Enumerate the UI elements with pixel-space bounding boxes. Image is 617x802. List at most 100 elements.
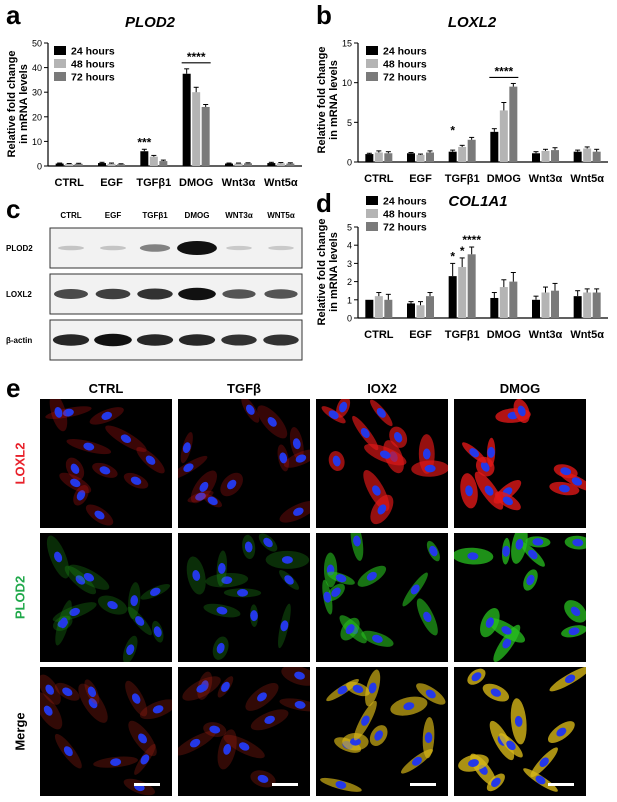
bar <box>107 163 116 166</box>
bar <box>541 292 550 318</box>
nucleus <box>323 591 332 603</box>
nucleus <box>59 617 68 629</box>
cell-body <box>458 754 489 772</box>
bar <box>55 163 64 166</box>
cell-body <box>279 500 310 523</box>
nucleus <box>514 715 523 727</box>
cell-body <box>66 438 112 455</box>
significance-label: * <box>460 244 465 258</box>
bar <box>532 153 540 162</box>
category-label: CTRL <box>364 329 394 341</box>
nucleus <box>54 406 63 418</box>
scale-bar <box>548 783 574 786</box>
nucleus <box>572 538 584 547</box>
nucleus <box>564 674 576 684</box>
category-label: Wnt3α <box>222 177 256 189</box>
nucleus <box>257 692 267 702</box>
blot-band <box>58 245 84 251</box>
cell-body <box>350 533 364 561</box>
micrograph-cell <box>40 533 172 662</box>
nucleus <box>83 573 95 582</box>
blot-row-label: β-actin <box>6 336 32 345</box>
western-blot: CTRL EGF TGFβ1 DMOG WNT3α WNT5α PLOD2 LOXL2 β-ac… <box>6 211 303 361</box>
bar <box>532 299 540 318</box>
nucleus <box>360 428 370 438</box>
cell-body <box>40 691 63 730</box>
cell-body <box>370 399 393 427</box>
bar <box>192 92 201 166</box>
nucleus <box>237 589 249 597</box>
micrograph-row-label: PLOD2 <box>12 575 28 619</box>
blot-band <box>139 244 171 252</box>
cell-body <box>134 743 156 775</box>
cell-body <box>139 699 172 720</box>
nucleus <box>75 575 86 585</box>
nucleus <box>130 595 139 607</box>
blot-band <box>226 245 252 251</box>
micrograph-cell <box>316 667 448 796</box>
blot-band <box>268 245 294 251</box>
nucleus <box>469 448 480 458</box>
blot-band <box>178 334 216 346</box>
y-axis-label: Relative fold changein mRNA levels <box>6 51 30 158</box>
nucleus <box>353 535 361 547</box>
nucleus <box>368 682 377 694</box>
cell-body <box>513 399 530 424</box>
blot-band <box>94 333 132 347</box>
nucleus <box>45 684 55 695</box>
nucleus <box>480 461 490 472</box>
nucleus <box>216 606 228 615</box>
nucleus <box>140 754 150 765</box>
nucleus <box>238 742 250 751</box>
nucleus <box>372 634 383 643</box>
micrograph-cell <box>454 399 586 528</box>
nucleus <box>487 446 495 458</box>
blot-row-label: PLOD2 <box>6 244 33 253</box>
cell-body <box>278 603 291 649</box>
nucleus <box>294 701 306 709</box>
bar <box>201 106 210 166</box>
cell-body <box>187 490 214 503</box>
cell-body <box>203 722 227 738</box>
nucleus <box>264 715 275 724</box>
nucleus <box>502 496 513 506</box>
cell-body <box>55 600 72 646</box>
blot-band <box>264 289 298 299</box>
y-tick-label: 5 <box>347 223 352 233</box>
cell-body <box>223 588 262 598</box>
category-label: Wnt5α <box>570 329 604 341</box>
bar <box>509 86 518 162</box>
cell-body <box>203 603 241 618</box>
bar <box>65 164 74 166</box>
nucleus <box>539 757 549 768</box>
nucleus <box>216 642 225 654</box>
nucleus <box>295 454 307 463</box>
cell-body <box>482 683 510 702</box>
bar <box>267 163 276 166</box>
cell-body <box>257 405 288 439</box>
bar <box>276 163 285 166</box>
scale-bar <box>410 783 436 786</box>
cell-body <box>520 542 545 567</box>
nucleus <box>138 733 148 744</box>
micrograph-cell <box>40 399 172 528</box>
cell-body <box>353 700 377 741</box>
cell-body <box>258 533 278 552</box>
nucleus <box>267 417 277 427</box>
blot-band <box>263 334 299 346</box>
cell-body <box>65 457 85 481</box>
nucleus <box>250 610 258 622</box>
bar <box>416 305 425 318</box>
bar <box>573 151 582 162</box>
nucleus <box>120 434 132 444</box>
panel-letter-e: e <box>6 373 21 403</box>
cell-body <box>97 595 128 615</box>
nucleus <box>468 759 479 767</box>
cell-body <box>320 777 362 792</box>
blot-band <box>52 334 90 346</box>
y-tick-label: 2 <box>347 277 352 287</box>
cell-body <box>549 667 586 692</box>
nucleus <box>221 681 230 692</box>
nucleus <box>424 732 433 744</box>
cell-body <box>54 682 80 701</box>
